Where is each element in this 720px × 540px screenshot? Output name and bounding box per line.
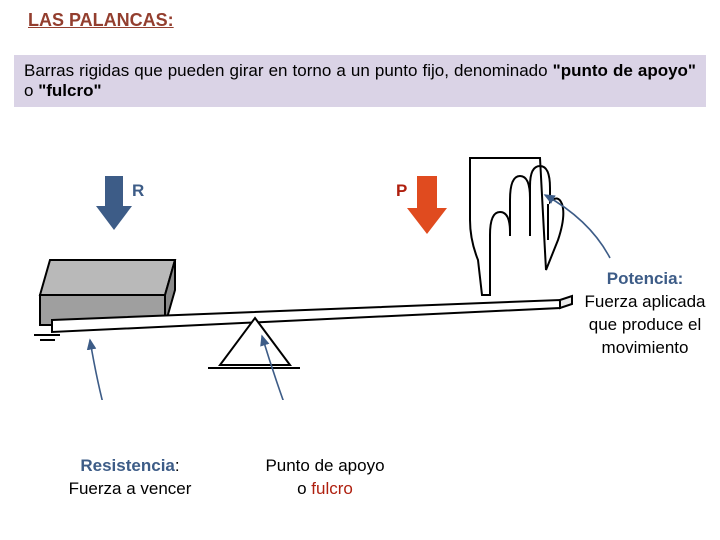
fulcro-line2-pre: o bbox=[297, 479, 311, 498]
potencia-callout: Potencia: Fuerza aplicada que produce el… bbox=[580, 268, 710, 360]
resistencia-callout: Resistencia: Fuerza a vencer bbox=[50, 455, 210, 501]
p-label: P bbox=[396, 180, 407, 203]
p-arrow-icon bbox=[407, 176, 447, 234]
resistencia-colon: : bbox=[175, 456, 180, 475]
fulcro-callout: Punto de apoyo o fulcro bbox=[240, 455, 410, 501]
def-pre: Barras rigidas que pueden girar en torno… bbox=[24, 61, 553, 80]
definition-box: Barras rigidas que pueden girar en torno… bbox=[14, 55, 706, 107]
resistencia-title: Resistencia bbox=[80, 456, 175, 475]
def-bold2: "fulcro" bbox=[38, 81, 101, 100]
resistencia-body: Fuerza a vencer bbox=[69, 479, 192, 498]
page-title: LAS PALANCAS: bbox=[28, 10, 174, 31]
def-bold1: "punto de apoyo" bbox=[553, 61, 696, 80]
resistencia-arrow bbox=[90, 340, 115, 400]
r-arrow-icon bbox=[96, 176, 132, 230]
potencia-title: Potencia: bbox=[607, 269, 684, 288]
hand-icon bbox=[470, 158, 563, 295]
def-mid: o bbox=[24, 81, 38, 100]
fulcro-word: fulcro bbox=[311, 479, 353, 498]
r-label: R bbox=[132, 180, 144, 203]
fulcro-line1: Punto de apoyo bbox=[265, 456, 384, 475]
potencia-body: Fuerza aplicada que produce el movimient… bbox=[585, 292, 706, 357]
fulcrum bbox=[208, 318, 300, 368]
title-text: LAS PALANCAS: bbox=[28, 10, 174, 30]
